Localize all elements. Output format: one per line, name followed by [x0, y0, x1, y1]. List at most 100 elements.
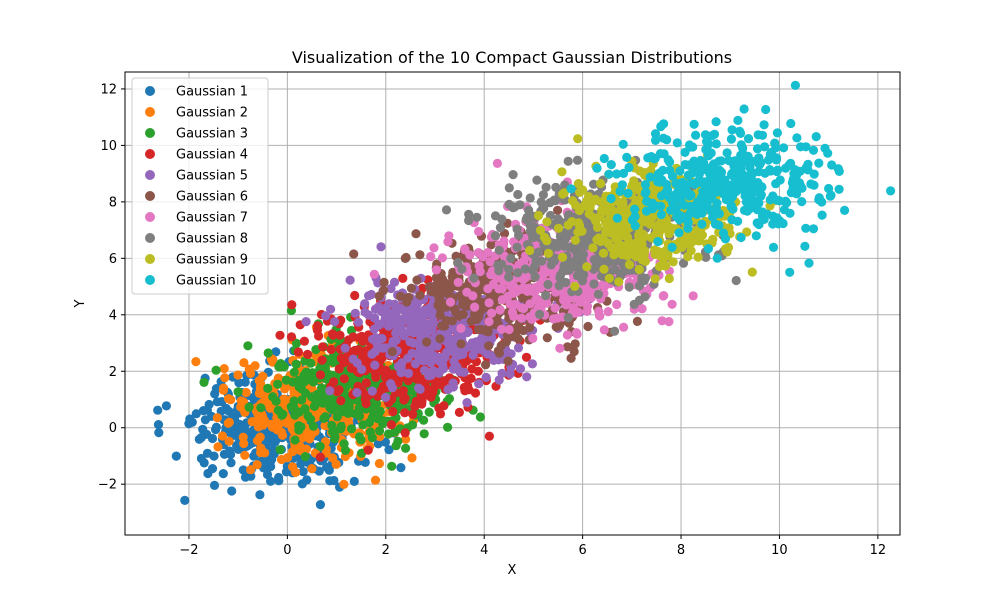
scatter-point	[640, 188, 650, 198]
scatter-point	[352, 358, 362, 368]
scatter-point	[720, 178, 730, 188]
scatter-point	[303, 349, 313, 359]
scatter-point	[574, 248, 584, 258]
scatter-point	[243, 341, 253, 351]
scatter-point	[614, 277, 624, 287]
scatter-point	[253, 422, 263, 432]
scatter-point	[405, 337, 415, 347]
scatter-point	[481, 360, 491, 370]
scatter-point	[667, 299, 677, 309]
scatter-point	[473, 248, 483, 258]
scatter-point	[271, 347, 281, 357]
scatter-point	[768, 242, 779, 252]
scatter-point	[410, 359, 421, 369]
scatter-point	[801, 223, 811, 233]
scatter-point	[316, 383, 327, 393]
scatter-point	[226, 395, 236, 405]
scatter-point	[238, 465, 248, 475]
scatter-point	[249, 451, 259, 461]
scatter-point	[563, 313, 573, 323]
scatter-point	[232, 440, 242, 451]
scatter-point	[599, 153, 609, 164]
scatter-point	[384, 321, 394, 331]
legend-label: Gaussian 8	[176, 232, 248, 247]
scatter-point	[387, 347, 397, 357]
scatter-point	[366, 289, 376, 300]
scatter-point	[403, 368, 414, 378]
scatter-point	[570, 281, 580, 291]
y-tick-label: 12	[100, 82, 117, 97]
scatter-point	[601, 204, 611, 214]
scatter-point	[827, 160, 837, 170]
scatter-point	[219, 364, 229, 374]
scatter-point	[658, 133, 669, 143]
scatter-point	[814, 195, 824, 205]
scatter-point	[629, 176, 639, 186]
scatter-point	[388, 406, 398, 417]
scatter-point	[504, 264, 514, 274]
scatter-point	[589, 213, 599, 223]
scatter-point	[757, 182, 767, 192]
scatter-point	[252, 460, 262, 470]
scatter-point	[808, 224, 819, 234]
scatter-point	[650, 129, 661, 139]
scatter-point	[250, 361, 260, 371]
scatter-point	[582, 306, 592, 316]
legend-marker	[145, 86, 155, 96]
scatter-point	[330, 317, 340, 327]
scatter-point	[317, 355, 327, 365]
scatter-point	[463, 326, 473, 337]
scatter-point	[503, 356, 513, 366]
scatter-point	[665, 157, 675, 167]
scatter-point	[391, 441, 401, 451]
scatter-point	[733, 115, 743, 125]
scatter-point	[604, 169, 614, 179]
scatter-point	[435, 334, 445, 344]
scatter-point	[724, 155, 734, 166]
scatter-point	[607, 219, 617, 230]
scatter-point	[349, 476, 359, 486]
scatter-point	[535, 309, 545, 319]
legend-label: Gaussian 3	[176, 127, 248, 142]
scatter-point	[326, 344, 336, 355]
scatter-point	[349, 249, 359, 259]
scatter-point	[497, 214, 507, 224]
scatter-point	[763, 155, 774, 165]
scatter-point	[582, 262, 592, 272]
scatter-point	[634, 264, 645, 275]
scatter-point	[199, 377, 209, 387]
scatter-point	[397, 389, 407, 399]
scatter-point	[310, 400, 320, 410]
scatter-point	[329, 377, 339, 387]
scatter-point	[508, 170, 518, 180]
scatter-point	[297, 395, 307, 405]
scatter-point	[379, 277, 389, 287]
scatter-point	[340, 343, 350, 353]
scatter-point	[494, 375, 504, 385]
scatter-point	[570, 235, 581, 245]
scatter-point	[733, 216, 743, 226]
scatter-point	[435, 409, 446, 419]
scatter-point	[381, 307, 391, 317]
scatter-point	[153, 420, 164, 430]
scatter-point	[525, 245, 535, 256]
scatter-point	[549, 195, 559, 205]
scatter-point	[546, 260, 556, 270]
scatter-point	[630, 221, 640, 231]
scatter-point	[668, 257, 678, 267]
scatter-point	[374, 291, 384, 301]
scatter-point	[263, 348, 273, 358]
scatter-point	[562, 342, 573, 352]
scatter-point	[487, 308, 497, 318]
scatter-point	[504, 272, 514, 282]
legend-marker	[145, 170, 155, 180]
series-10	[566, 80, 896, 277]
scatter-point	[404, 292, 414, 302]
scatter-point	[528, 233, 538, 243]
scatter-point	[650, 274, 660, 284]
scatter-point	[353, 317, 363, 327]
scatter-point	[444, 333, 454, 343]
scatter-point	[743, 134, 754, 144]
scatter-point	[424, 407, 434, 417]
scatter-point	[650, 201, 661, 211]
